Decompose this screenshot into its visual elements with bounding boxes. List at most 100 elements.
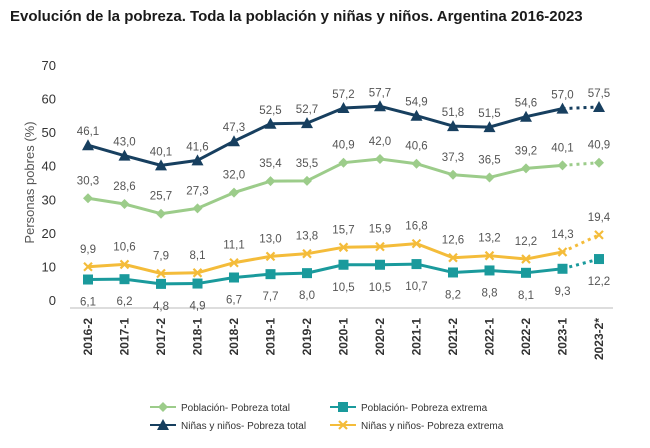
data-label: 10,7 xyxy=(405,281,427,293)
x-tick-label: 2023-2* xyxy=(592,318,606,360)
y-tick-label: 20 xyxy=(42,226,56,241)
data-point xyxy=(338,242,349,253)
data-point xyxy=(83,261,93,272)
data-label: 6,7 xyxy=(226,295,242,307)
data-point xyxy=(521,163,531,174)
data-point xyxy=(448,169,458,180)
data-point xyxy=(448,267,458,278)
data-label: 57,7 xyxy=(369,87,391,99)
x-tick-label: 2023-1 xyxy=(556,318,570,356)
x-tick-label: 2020-1 xyxy=(337,318,351,356)
y-axis-label: Personas pobres (%) xyxy=(22,121,37,243)
data-point xyxy=(302,175,312,186)
data-point xyxy=(411,259,422,270)
data-point xyxy=(410,109,423,121)
data-label: 13,2 xyxy=(478,233,500,245)
legend-label: Niñas y niños- Pobreza extrema xyxy=(361,421,504,432)
data-point xyxy=(302,268,312,279)
data-label: 39,2 xyxy=(515,145,537,157)
data-label: 40,1 xyxy=(150,146,172,158)
series-line-projected xyxy=(562,161,600,167)
data-point xyxy=(118,149,131,161)
data-label: 11,1 xyxy=(223,240,245,252)
data-point xyxy=(156,278,166,289)
data-label: 8,8 xyxy=(482,287,498,299)
x-tick-label: 2021-1 xyxy=(410,318,424,356)
data-point xyxy=(520,110,532,122)
data-label: 27,3 xyxy=(186,185,208,197)
data-point xyxy=(83,193,93,204)
data-label: 57,2 xyxy=(332,89,354,101)
x-tick-label: 2017-1 xyxy=(118,318,132,356)
x-tick-label: 2018-1 xyxy=(191,318,205,356)
data-point xyxy=(119,198,130,209)
data-point xyxy=(302,248,312,259)
data-label: 7,9 xyxy=(153,250,169,262)
data-label: 35,4 xyxy=(259,158,282,170)
data-point xyxy=(192,268,203,278)
data-point xyxy=(83,274,93,285)
data-label: 19,4 xyxy=(588,212,611,224)
data-point xyxy=(265,269,276,280)
data-label: 4,8 xyxy=(153,301,169,313)
y-tick-label: 30 xyxy=(42,192,56,207)
data-label: 30,3 xyxy=(77,175,99,187)
data-point xyxy=(156,208,166,219)
data-label: 54,9 xyxy=(405,97,427,109)
data-point xyxy=(265,251,276,262)
data-label: 12,2 xyxy=(515,236,537,248)
y-tick-label: 0 xyxy=(49,293,56,308)
data-label: 36,5 xyxy=(478,154,500,166)
data-label: 35,5 xyxy=(296,158,318,170)
data-point xyxy=(375,154,385,164)
data-point xyxy=(593,100,605,112)
data-label: 41,6 xyxy=(186,141,208,153)
data-label: 8,1 xyxy=(518,290,534,302)
data-label: 14,3 xyxy=(551,229,573,241)
data-point xyxy=(557,247,568,257)
data-label: 40,1 xyxy=(551,142,573,154)
data-point xyxy=(557,160,568,171)
x-tick-label: 2019-2 xyxy=(300,318,314,356)
legend-marker xyxy=(338,420,348,430)
data-point xyxy=(229,272,239,283)
y-tick-label: 10 xyxy=(42,259,56,274)
x-tick-label: 2021-2 xyxy=(446,318,460,356)
data-point xyxy=(484,265,495,276)
data-label: 54,6 xyxy=(515,98,537,110)
data-label: 57,5 xyxy=(588,88,610,100)
data-label: 46,1 xyxy=(77,126,99,138)
data-label: 25,7 xyxy=(150,191,172,203)
data-point xyxy=(557,263,568,274)
data-label: 40,6 xyxy=(405,141,427,153)
data-point xyxy=(521,254,531,264)
series-line xyxy=(87,157,563,216)
legend-marker xyxy=(158,402,168,412)
data-label: 57,0 xyxy=(551,90,573,102)
data-label: 15,7 xyxy=(332,224,354,236)
data-point xyxy=(192,278,203,289)
data-point xyxy=(411,238,422,249)
x-tick-label: 2016-2 xyxy=(81,318,95,356)
data-label: 32,0 xyxy=(223,170,245,182)
data-point xyxy=(337,101,350,113)
data-point xyxy=(484,172,495,183)
x-tick-label: 2018-2 xyxy=(227,318,241,356)
data-label: 9,9 xyxy=(80,244,96,256)
data-label: 43,0 xyxy=(113,137,135,149)
data-label: 51,8 xyxy=(442,107,464,119)
data-point xyxy=(192,203,203,214)
data-label: 13,8 xyxy=(296,231,318,243)
series-line xyxy=(87,104,563,167)
series-line-projected xyxy=(562,105,600,111)
data-label: 28,6 xyxy=(113,181,135,193)
data-label: 37,3 xyxy=(442,152,464,164)
data-label: 6,2 xyxy=(117,296,133,308)
data-point xyxy=(594,254,604,265)
data-label: 16,8 xyxy=(405,221,427,233)
x-tick-label: 2019-1 xyxy=(264,318,278,356)
data-point xyxy=(155,159,167,171)
data-point xyxy=(301,117,313,129)
